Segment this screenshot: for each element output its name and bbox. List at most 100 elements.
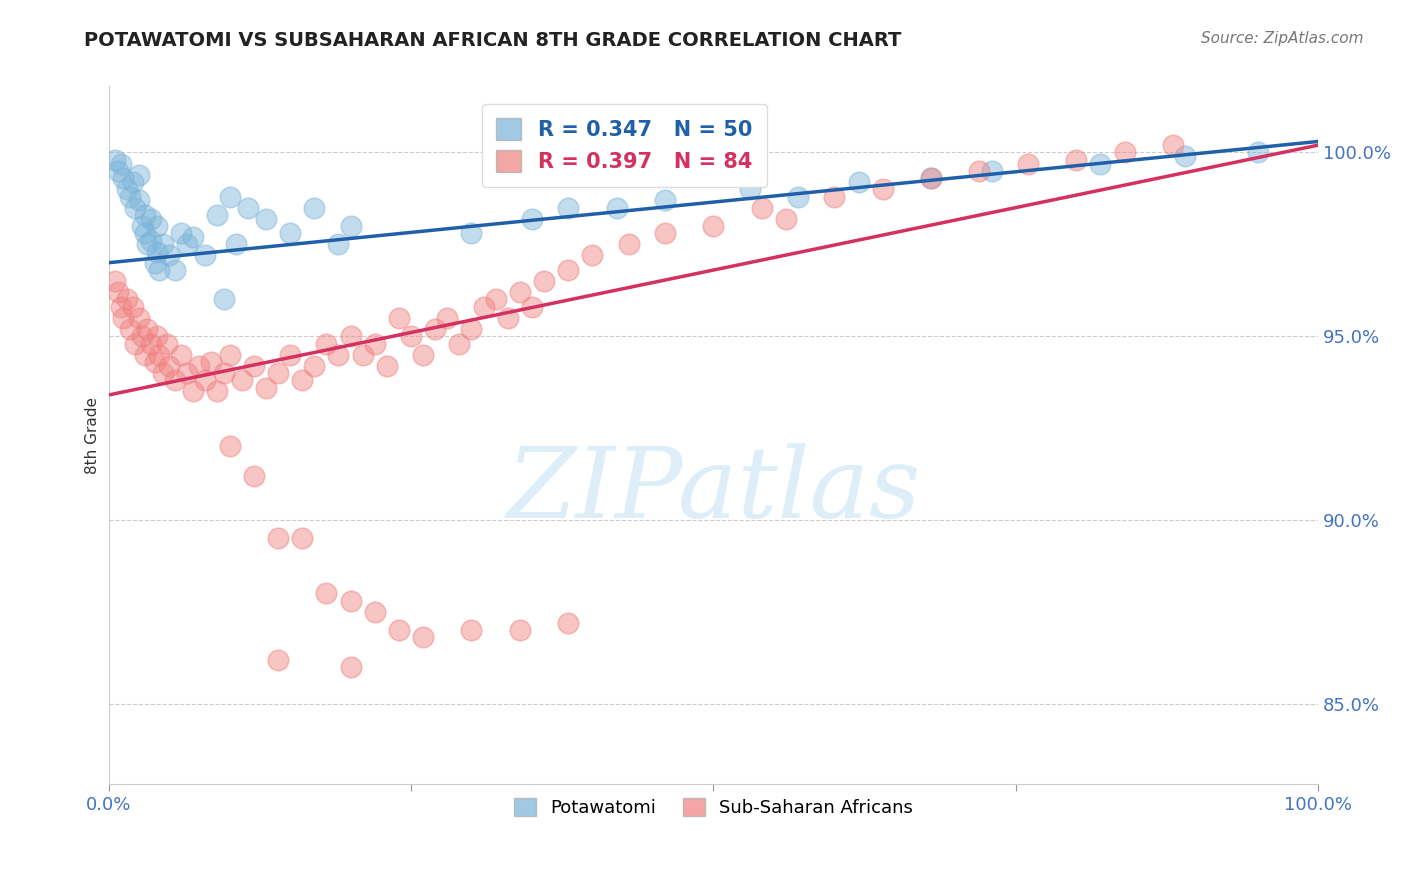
Point bbox=[509, 285, 531, 299]
Point bbox=[200, 355, 222, 369]
Point bbox=[148, 263, 170, 277]
Point bbox=[436, 310, 458, 325]
Point bbox=[148, 347, 170, 361]
Point bbox=[115, 293, 138, 307]
Point bbox=[115, 182, 138, 196]
Point bbox=[364, 605, 387, 619]
Point bbox=[1064, 153, 1087, 167]
Point bbox=[218, 189, 240, 203]
Point bbox=[112, 171, 135, 186]
Point bbox=[472, 300, 495, 314]
Point bbox=[775, 211, 797, 226]
Point bbox=[120, 189, 142, 203]
Point bbox=[375, 359, 398, 373]
Point bbox=[152, 237, 174, 252]
Point bbox=[121, 175, 143, 189]
Point bbox=[128, 194, 150, 208]
Text: Source: ZipAtlas.com: Source: ZipAtlas.com bbox=[1201, 31, 1364, 46]
Point bbox=[364, 336, 387, 351]
Point bbox=[212, 366, 235, 380]
Point bbox=[136, 322, 159, 336]
Point bbox=[139, 211, 162, 226]
Point bbox=[388, 310, 411, 325]
Point bbox=[520, 300, 543, 314]
Point bbox=[848, 175, 870, 189]
Point bbox=[212, 293, 235, 307]
Point bbox=[131, 329, 153, 343]
Point bbox=[194, 373, 217, 387]
Point bbox=[165, 373, 187, 387]
Point bbox=[207, 384, 229, 399]
Point bbox=[969, 164, 991, 178]
Point bbox=[104, 274, 127, 288]
Point bbox=[146, 219, 169, 233]
Point bbox=[157, 248, 180, 262]
Point bbox=[1174, 149, 1197, 163]
Point bbox=[496, 310, 519, 325]
Point bbox=[110, 300, 132, 314]
Point bbox=[139, 234, 162, 248]
Point bbox=[823, 189, 845, 203]
Point bbox=[110, 156, 132, 170]
Point bbox=[751, 201, 773, 215]
Point bbox=[254, 211, 277, 226]
Point bbox=[291, 373, 314, 387]
Point bbox=[124, 336, 146, 351]
Point bbox=[980, 164, 1002, 178]
Point bbox=[134, 227, 156, 241]
Point bbox=[920, 171, 942, 186]
Point bbox=[315, 586, 337, 600]
Point bbox=[112, 310, 135, 325]
Point bbox=[460, 227, 482, 241]
Point bbox=[267, 531, 290, 545]
Point bbox=[218, 439, 240, 453]
Point bbox=[557, 201, 579, 215]
Point bbox=[231, 373, 253, 387]
Point bbox=[152, 366, 174, 380]
Point bbox=[136, 237, 159, 252]
Point bbox=[654, 227, 676, 241]
Point bbox=[181, 230, 204, 244]
Point bbox=[278, 227, 301, 241]
Point bbox=[157, 359, 180, 373]
Point bbox=[107, 164, 129, 178]
Point bbox=[131, 219, 153, 233]
Point bbox=[412, 631, 434, 645]
Point bbox=[920, 171, 942, 186]
Point bbox=[339, 329, 361, 343]
Point bbox=[606, 201, 628, 215]
Point bbox=[170, 347, 193, 361]
Point bbox=[872, 182, 894, 196]
Point bbox=[617, 237, 640, 252]
Point bbox=[128, 310, 150, 325]
Point bbox=[557, 263, 579, 277]
Legend: Potawatomi, Sub-Saharan Africans: Potawatomi, Sub-Saharan Africans bbox=[506, 790, 920, 824]
Point bbox=[128, 168, 150, 182]
Point bbox=[139, 336, 162, 351]
Point bbox=[399, 329, 422, 343]
Point bbox=[120, 322, 142, 336]
Point bbox=[352, 347, 374, 361]
Point bbox=[304, 201, 326, 215]
Point bbox=[236, 201, 259, 215]
Point bbox=[533, 274, 555, 288]
Point bbox=[339, 219, 361, 233]
Point bbox=[304, 359, 326, 373]
Point bbox=[176, 237, 198, 252]
Point bbox=[460, 322, 482, 336]
Point bbox=[194, 248, 217, 262]
Point bbox=[124, 201, 146, 215]
Point bbox=[254, 381, 277, 395]
Point bbox=[485, 293, 508, 307]
Point bbox=[278, 347, 301, 361]
Y-axis label: 8th Grade: 8th Grade bbox=[86, 397, 100, 474]
Text: ZIPatlas: ZIPatlas bbox=[506, 443, 921, 539]
Point bbox=[146, 329, 169, 343]
Point bbox=[425, 322, 447, 336]
Point bbox=[176, 366, 198, 380]
Point bbox=[134, 347, 156, 361]
Point bbox=[460, 623, 482, 637]
Point bbox=[388, 623, 411, 637]
Text: POTAWATOMI VS SUBSAHARAN AFRICAN 8TH GRADE CORRELATION CHART: POTAWATOMI VS SUBSAHARAN AFRICAN 8TH GRA… bbox=[84, 31, 901, 50]
Point bbox=[339, 660, 361, 674]
